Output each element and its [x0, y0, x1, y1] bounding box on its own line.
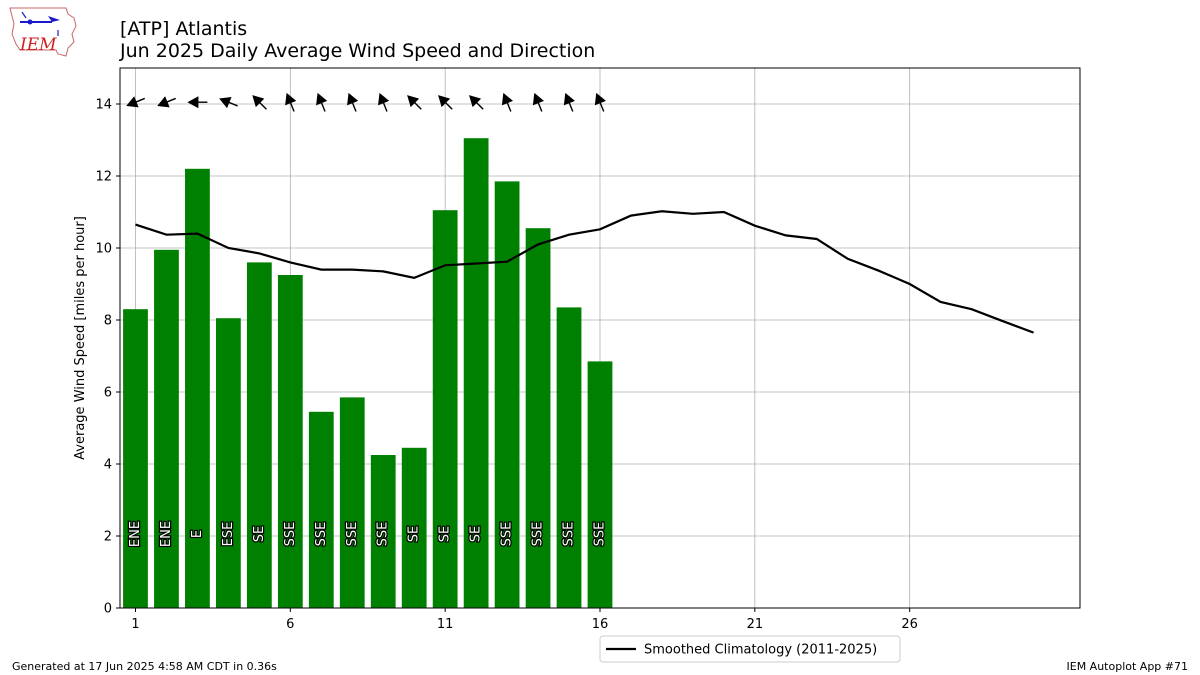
direction-label: SSE [593, 522, 608, 547]
wind-bar [401, 447, 427, 608]
direction-label: SSE [345, 522, 360, 547]
direction-label: ENE [159, 521, 174, 547]
direction-label: SE [469, 526, 484, 542]
chart-title: [ATP] Atlantis [120, 18, 248, 40]
direction-label: SSE [314, 522, 329, 547]
direction-label: SE [407, 526, 422, 542]
y-tick-label: 0 [104, 602, 112, 617]
wind-arrows [126, 92, 606, 112]
wind-arrow-head [252, 95, 265, 108]
wind-arrow-head [532, 92, 545, 106]
legend-label: Smoothed Climatology (2011-2025) [644, 643, 877, 658]
footer-app: IEM Autoplot App #71 [1066, 660, 1189, 673]
wind-arrow-head [378, 92, 390, 106]
y-tick-label: 14 [95, 98, 112, 113]
wind-arrow-head [438, 95, 451, 108]
direction-label: ESE [221, 522, 236, 547]
wind-bar [154, 249, 179, 609]
y-tick-label: 10 [95, 242, 112, 257]
wind-arrow-head [347, 92, 359, 106]
direction-label: SSE [283, 522, 298, 547]
wind-arrow-head [126, 96, 139, 108]
wind-bar [308, 411, 334, 608]
wind-bar [525, 228, 551, 608]
footer-generated: Generated at 17 Jun 2025 4:58 AM CDT in … [12, 660, 277, 673]
direction-label: SE [252, 526, 267, 542]
wind-bar [277, 275, 303, 608]
y-tick-label: 8 [104, 314, 112, 329]
y-tick-label: 2 [104, 530, 112, 545]
wind-bar [463, 138, 489, 608]
wind-bar [216, 318, 241, 608]
wind-bar [339, 397, 365, 608]
legend: Smoothed Climatology (2011-2025) [599, 635, 901, 663]
wind-arrow-head [187, 96, 199, 109]
wind-bar [432, 210, 458, 608]
x-tick-label: 6 [286, 617, 294, 632]
chart-subtitle: Jun 2025 Daily Average Wind Speed and Di… [120, 40, 596, 62]
wind-arrow-head [157, 96, 170, 108]
wind-arrow-head [563, 92, 575, 106]
direction-label: SSE [562, 522, 577, 547]
wind-arrow-head [594, 92, 606, 106]
wind-bar [123, 309, 148, 608]
wind-arrow-head [219, 97, 232, 109]
direction-label: SSE [531, 522, 546, 547]
wind-bar [587, 361, 613, 608]
x-tick-label: 1 [131, 617, 139, 632]
x-tick-label: 26 [901, 617, 918, 632]
direction-label: SE [438, 526, 453, 542]
wind-arrow-head [501, 92, 514, 106]
y-tick-label: 4 [104, 458, 112, 473]
x-tick-label: 21 [747, 617, 764, 632]
wind-arrow-head [316, 92, 328, 106]
logo-text: IEM [19, 35, 57, 55]
bars [123, 138, 613, 609]
wind-bar [494, 181, 520, 608]
wind-arrow-head [407, 95, 420, 108]
climatology-line [135, 210, 1034, 334]
x-tick-label: 16 [592, 617, 609, 632]
wind-bar [185, 168, 210, 609]
direction-label: SSE [376, 522, 391, 547]
wind-bar [556, 307, 582, 608]
wind-arrow-head [285, 92, 297, 106]
wind-bar [370, 455, 396, 608]
y-axis-label: Average Wind Speed [miles per hour] [73, 216, 88, 460]
direction-labels: ENE ENE E ESE SE SSE SSE SSE SSE SE SE SE SSE SSE SSE S… [127, 520, 609, 549]
direction-label: SSE [500, 522, 515, 547]
y-tick-label: 6 [104, 386, 112, 401]
y-tick-label: 12 [95, 170, 112, 185]
direction-label: E [190, 530, 205, 538]
legend-box [599, 635, 901, 663]
x-tick-label: 11 [437, 617, 454, 632]
iem-logo: IEM [8, 4, 82, 62]
direction-label: ENE [128, 521, 143, 547]
wind-bar [246, 262, 272, 608]
wind-arrow-head [469, 95, 482, 108]
